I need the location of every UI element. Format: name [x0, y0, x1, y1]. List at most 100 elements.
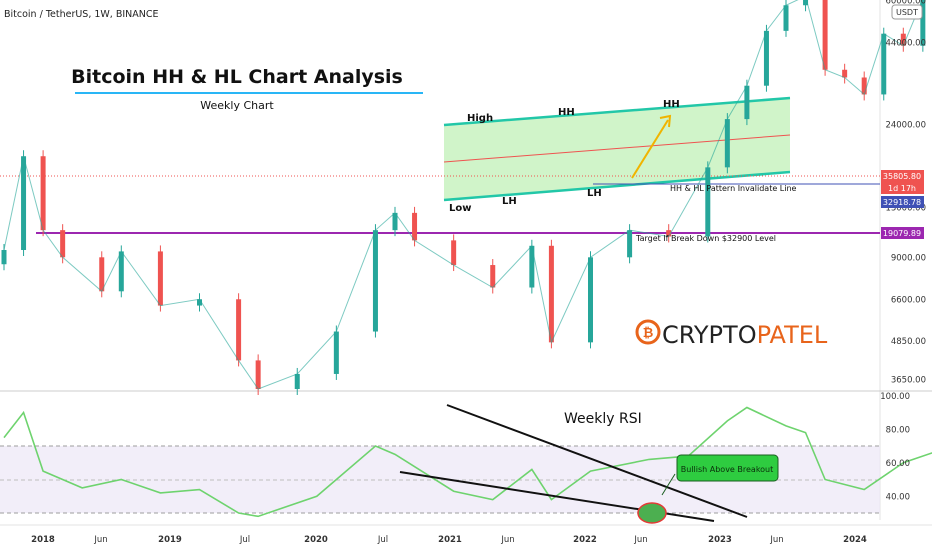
time-tick-label: Jun — [769, 535, 783, 545]
time-tick-label: 2021 — [438, 535, 462, 545]
label-low: Low — [449, 203, 471, 214]
candle-body — [60, 230, 66, 258]
rsi-tick-label: 80.00 — [886, 425, 910, 435]
price-badge[interactable] — [881, 196, 924, 208]
breakout-callout-box[interactable] — [676, 454, 779, 482]
candle-body — [157, 251, 163, 306]
time-tick-label: Jun — [93, 535, 107, 545]
price-badge[interactable] — [881, 170, 924, 182]
candle-body — [372, 230, 378, 332]
price-tick-label: 6600.00 — [891, 295, 926, 305]
channel-midline — [443, 134, 791, 163]
candle-body — [294, 373, 300, 389]
svg-text:₿: ₿ — [643, 326, 654, 341]
rsi-title: Weekly RSI — [564, 411, 642, 427]
candle-body — [1, 249, 7, 265]
candle-body — [588, 257, 593, 343]
candle-body — [197, 299, 202, 306]
candle-body — [392, 212, 398, 231]
candle-body — [822, 0, 828, 70]
price-tick-label: 60000.00 — [885, 0, 926, 7]
channel-upper-line[interactable] — [443, 96, 791, 127]
price-badge-text: 19079.89 — [883, 229, 921, 238]
rsi-resistance-trendline[interactable] — [446, 404, 748, 518]
price-badges: 35805.80 1d 17h 32918.78 19079.89 — [881, 170, 924, 239]
candle-body — [451, 240, 457, 266]
candles-layer — [1, 0, 926, 395]
arrow-head — [659, 114, 672, 128]
label-lh-2: LH — [587, 188, 602, 199]
price-tick-label: 9000.00 — [891, 253, 926, 263]
rsi-tick-label: 100.00 — [880, 392, 910, 402]
price-tick-label: 44000.00 — [885, 39, 926, 49]
time-tick-label: 2024 — [843, 535, 867, 545]
price-badge[interactable] — [881, 227, 924, 239]
price-close-line — [3, 0, 923, 390]
time-tick-label: Jul — [239, 535, 250, 545]
price-tick-label: 4850.00 — [891, 337, 926, 347]
time-tick-label: Jul — [377, 535, 388, 545]
candle-body — [529, 245, 535, 288]
target-label: Target If Break Down $32900 Level — [635, 234, 776, 243]
candle-body — [803, 0, 809, 6]
label-hh-2: HH — [663, 99, 680, 110]
callout-pointer — [661, 473, 676, 496]
time-axis-ticks: 2018 Jun 2019 Jul 2020 Jul 2021 Jun 2022 Jun 2023 J… — [31, 535, 867, 545]
time-tick-label: 2018 — [31, 535, 55, 545]
price-badge[interactable] — [881, 182, 924, 194]
price-badge-text: 32918.78 — [883, 198, 921, 207]
candle-body — [744, 85, 750, 120]
time-tick-label: 2019 — [158, 535, 182, 545]
candle-body — [705, 167, 711, 237]
candle-body — [666, 230, 672, 237]
candle-body — [920, 0, 926, 46]
candle-body — [255, 360, 261, 389]
candle-body — [333, 331, 339, 374]
candle-body — [40, 156, 46, 231]
chart-subtitle: Weekly Chart — [200, 99, 274, 112]
candle-body — [861, 77, 867, 95]
time-tick-label: 2022 — [573, 535, 597, 545]
time-tick-label: Jun — [633, 535, 647, 545]
price-axis-ticks: 240000.00180000.00120000.0090000.0060000… — [885, 0, 926, 385]
candle-body — [763, 30, 769, 86]
candle-body — [627, 230, 633, 258]
candle-body — [21, 156, 27, 250]
candle-body — [783, 5, 789, 31]
projection-arrow — [631, 119, 669, 179]
rsi-axis-ticks: 100.00 80.00 60.00 40.00 — [880, 392, 910, 503]
candle-body — [842, 69, 848, 78]
candle-body — [900, 33, 906, 46]
candle-body — [118, 251, 124, 292]
chart-title: Bitcoin HH & HL Chart Analysis — [71, 66, 403, 88]
brand-text: CRYPTOPATEL — [662, 321, 828, 349]
channel-lower-line[interactable] — [443, 170, 791, 202]
price-tick-label: 13000.00 — [885, 204, 926, 214]
price-tick-label: 24000.00 — [885, 121, 926, 131]
price-badge-text: 1d 17h — [888, 184, 916, 193]
time-tick-label: 2020 — [304, 535, 328, 545]
currency-badge[interactable] — [891, 4, 923, 20]
breakout-callout-text: Bullish Above Breakout — [681, 465, 774, 474]
candle-body — [548, 245, 554, 343]
brand-coin-icon — [635, 319, 661, 345]
rsi-line — [3, 406, 932, 518]
time-tick-label: Jun — [500, 535, 514, 545]
candle-body — [724, 119, 730, 168]
invalidate-label: HH & HL Pattern Invalidate Line — [670, 184, 797, 193]
candle-body — [490, 265, 496, 288]
rsi-tick-label: 60.00 — [886, 459, 910, 469]
rsi-bottom-marker — [637, 502, 667, 524]
candle-body — [412, 212, 418, 241]
label-lh-1: LH — [502, 196, 517, 207]
currency-label: USDT — [896, 8, 918, 17]
rsi-tick-label: 40.00 — [886, 492, 910, 502]
candle-body — [881, 33, 887, 95]
label-high: High — [467, 113, 493, 124]
price-scale[interactable] — [880, 0, 932, 520]
price-badge-text: 35805.80 — [883, 172, 921, 181]
candle-body — [99, 257, 105, 292]
brand-logo: ₿ CRYPTOPATEL — [635, 319, 828, 349]
